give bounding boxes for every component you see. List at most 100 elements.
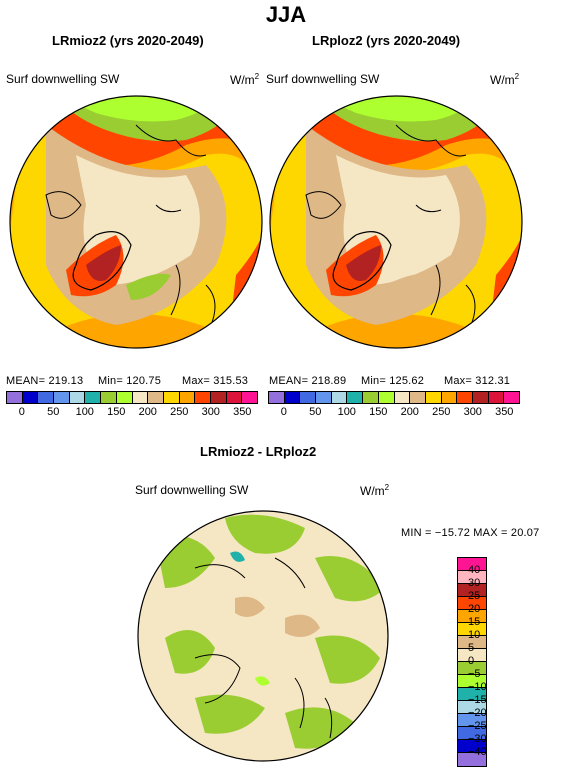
colorbar-swatch xyxy=(210,392,227,403)
colorbar-swatch xyxy=(163,392,180,403)
colorbar-swatch xyxy=(458,675,486,688)
panel3-colorbar xyxy=(457,557,487,767)
colorbar-swatch xyxy=(148,392,164,403)
colorbar-swatch xyxy=(458,571,486,584)
colorbar-swatch xyxy=(425,392,442,403)
colorbar-swatch xyxy=(458,701,486,714)
panel2-min: Min= 125.62 xyxy=(361,375,425,387)
colorbar-swatch xyxy=(331,392,348,403)
colorbar-swatch xyxy=(242,392,257,403)
colorbar-swatch xyxy=(458,623,486,636)
colorbar-label: 150 xyxy=(369,406,388,418)
panel2-variable: Surf downwelling SW xyxy=(266,72,380,86)
panel1-map xyxy=(9,95,263,349)
colorbar-swatch xyxy=(54,392,70,403)
colorbar-label: 250 xyxy=(170,406,189,418)
colorbar-label: 150 xyxy=(107,406,126,418)
colorbar-swatch xyxy=(69,392,86,403)
colorbar-label: 0 xyxy=(468,655,475,667)
colorbar-swatch xyxy=(347,392,364,403)
colorbar-label: −20 xyxy=(468,707,487,719)
colorbar-swatch xyxy=(394,392,411,403)
colorbar-swatch xyxy=(269,392,285,403)
colorbar-swatch xyxy=(458,610,486,623)
colorbar-swatch xyxy=(101,392,117,403)
colorbar-label: 30 xyxy=(468,577,481,589)
colorbar-label: 250 xyxy=(432,406,451,418)
colorbar-label: 100 xyxy=(75,406,94,418)
colorbar-label: 50 xyxy=(309,406,322,418)
colorbar-swatch xyxy=(85,392,102,403)
colorbar-swatch xyxy=(226,392,243,403)
colorbar-label: 350 xyxy=(495,406,514,418)
colorbar-swatch xyxy=(458,753,486,766)
panel1-colorbar xyxy=(6,391,258,404)
panel3-units: W/m2 xyxy=(360,483,390,498)
panel3-map xyxy=(137,510,389,762)
colorbar-swatch xyxy=(488,392,505,403)
colorbar-label: 10 xyxy=(468,629,481,641)
colorbar-swatch xyxy=(116,392,133,403)
colorbar-swatch xyxy=(378,392,395,403)
colorbar-label: −10 xyxy=(468,681,487,693)
colorbar-label: 200 xyxy=(138,406,157,418)
colorbar-label: 0 xyxy=(280,406,287,418)
colorbar-label: 350 xyxy=(233,406,252,418)
colorbar-swatch xyxy=(7,392,23,403)
colorbar-swatch xyxy=(363,392,379,403)
colorbar-label: 50 xyxy=(47,406,60,418)
colorbar-swatch xyxy=(458,740,486,753)
panel1-title: LRmioz2 (yrs 2020-2049) xyxy=(52,33,204,48)
panel2-title: LRploz2 (yrs 2020-2049) xyxy=(312,33,461,48)
colorbar-swatch xyxy=(284,392,301,403)
colorbar-swatch xyxy=(472,392,489,403)
colorbar-swatch xyxy=(458,584,486,597)
colorbar-swatch xyxy=(457,392,473,403)
colorbar-label: −40 xyxy=(468,746,487,758)
panel1-mean: MEAN= 219.13 xyxy=(6,375,84,387)
colorbar-swatch xyxy=(504,392,519,403)
colorbar-label: −15 xyxy=(468,694,487,706)
colorbar-label: −25 xyxy=(468,720,487,732)
colorbar-label: 300 xyxy=(201,406,220,418)
panel2-colorbar xyxy=(268,391,520,404)
panel3-minmax: MIN = −15.72 MAX = 20.07 xyxy=(401,527,540,539)
panel2-max: Max= 312.31 xyxy=(444,375,511,387)
colorbar-swatch xyxy=(458,714,486,727)
panel3-title: LRmioz2 - LRploz2 xyxy=(200,444,317,459)
colorbar-swatch xyxy=(458,662,486,675)
colorbar-label: −30 xyxy=(468,733,487,745)
colorbar-label: 25 xyxy=(468,590,481,602)
colorbar-swatch xyxy=(179,392,196,403)
colorbar-label: 300 xyxy=(463,406,482,418)
colorbar-swatch xyxy=(441,392,458,403)
panel2-mean: MEAN= 218.89 xyxy=(269,375,347,387)
colorbar-swatch xyxy=(458,727,486,740)
page-title: JJA xyxy=(265,2,307,27)
colorbar-swatch xyxy=(195,392,211,403)
colorbar-swatch xyxy=(300,392,317,403)
colorbar-swatch xyxy=(38,392,55,403)
panel3-variable: Surf downwelling SW xyxy=(135,483,249,497)
colorbar-swatch xyxy=(458,558,486,571)
panel1-min: Min= 120.75 xyxy=(98,375,162,387)
colorbar-swatch xyxy=(132,392,149,403)
colorbar-swatch xyxy=(410,392,426,403)
colorbar-label: 0 xyxy=(18,406,25,418)
panel1-units: W/m2 xyxy=(230,72,260,87)
colorbar-label: 20 xyxy=(468,603,481,615)
colorbar-label: 15 xyxy=(468,616,481,628)
colorbar-swatch xyxy=(458,688,486,701)
colorbar-label: 100 xyxy=(337,406,356,418)
panel1-max: Max= 315.53 xyxy=(182,375,249,387)
colorbar-swatch xyxy=(458,597,486,610)
panel1-variable: Surf downwelling SW xyxy=(6,72,120,86)
colorbar-label: 5 xyxy=(468,642,475,654)
colorbar-swatch xyxy=(22,392,39,403)
colorbar-label: −5 xyxy=(468,668,481,680)
panel2-units: W/m2 xyxy=(490,72,520,87)
colorbar-label: 200 xyxy=(400,406,419,418)
panel2-map xyxy=(269,95,523,349)
colorbar-swatch xyxy=(458,649,486,662)
colorbar-swatch xyxy=(458,636,486,649)
